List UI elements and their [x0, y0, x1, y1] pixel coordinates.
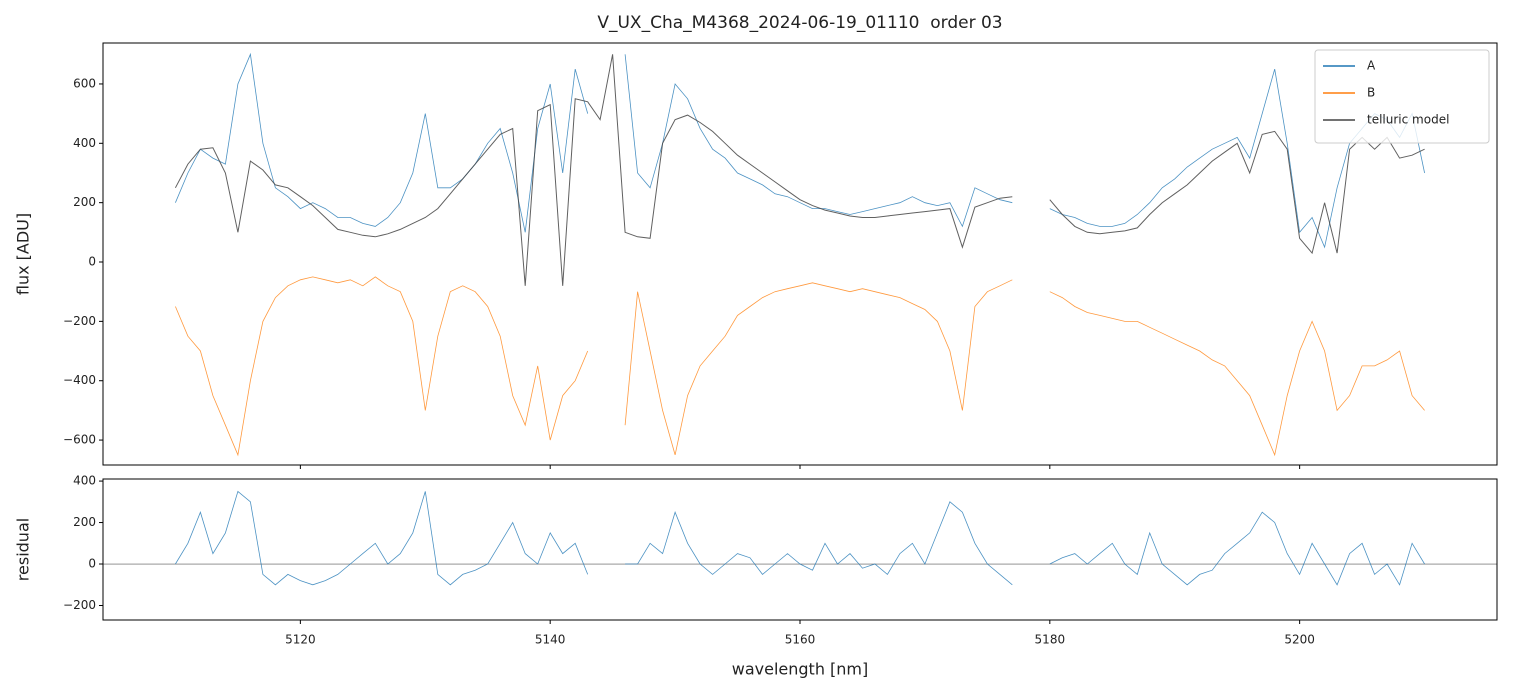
y-tick-label: −400	[63, 373, 96, 387]
y-tick-label: 400	[73, 136, 96, 150]
plot-area	[103, 490, 1497, 586]
axes-frame	[102, 42, 1498, 466]
legend-label: B	[1367, 86, 1375, 100]
y-tick-label: 400	[73, 474, 96, 488]
y-tick-label: 600	[73, 76, 96, 90]
y-tick-label: 200	[73, 515, 96, 529]
y-tick-label: 0	[88, 557, 96, 571]
y-tick-label: −200	[63, 598, 96, 612]
x-tick-label: 5120	[285, 633, 316, 647]
y-tick-label: −200	[63, 314, 96, 328]
x-tick-label: 5180	[1035, 633, 1066, 647]
y-tick-label: 200	[73, 195, 96, 209]
x-tick-label: 5160	[785, 633, 816, 647]
series-line	[175, 52, 1425, 249]
axes-frame	[102, 478, 1498, 621]
legend-label: A	[1367, 59, 1376, 73]
x-axis-label: wavelength [nm]	[732, 660, 869, 679]
legend-label: telluric model	[1367, 113, 1449, 127]
chart-title: V_UX_Cha_M4368_2024-06-19_01110 order 03	[597, 13, 1002, 33]
x-tick-label: 5140	[535, 633, 566, 647]
series-line	[175, 490, 1425, 586]
legend-box	[1314, 49, 1490, 144]
y-tick-label: −600	[63, 433, 96, 447]
y-axis-label: flux [ADU]	[14, 213, 33, 295]
series-line	[174, 54, 1425, 286]
y-tick-label: 0	[88, 255, 96, 269]
y-axis-label: residual	[14, 518, 33, 581]
x-tick-label: 5200	[1284, 633, 1315, 647]
series-line	[175, 276, 1425, 457]
plot-area	[174, 52, 1425, 457]
